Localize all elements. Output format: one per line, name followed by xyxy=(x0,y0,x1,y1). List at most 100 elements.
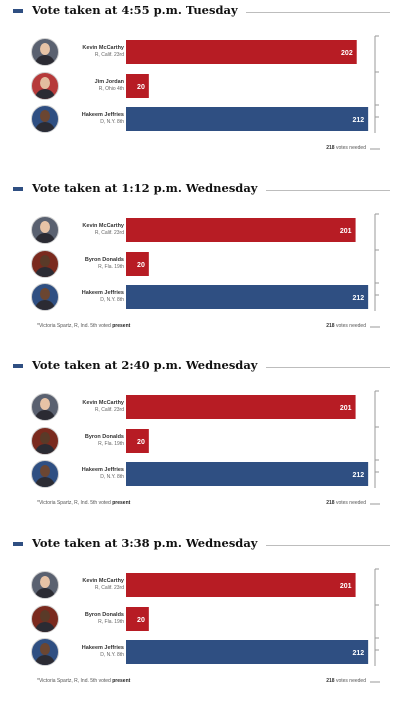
avatar-shoulders xyxy=(35,588,55,598)
bar-chart: 201 20 212 xyxy=(126,390,380,505)
bar-value-label: 201 xyxy=(340,228,352,235)
votes-needed-text: votes needed xyxy=(335,500,366,506)
candidate-name: Jim Jordan xyxy=(94,79,124,85)
candidate-name: Hakeem Jeffries xyxy=(81,290,124,296)
bar-2 xyxy=(126,640,369,664)
avatar-face xyxy=(40,77,50,89)
candidate-name: Byron Donalds xyxy=(84,612,124,618)
heading-rule xyxy=(245,12,390,13)
candidate-avatar xyxy=(31,571,59,599)
heading-marker xyxy=(13,364,23,368)
votes-needed-count: 218 xyxy=(326,500,335,506)
votes-needed-label: 218 votes needed xyxy=(326,145,366,151)
avatar-face xyxy=(40,576,50,588)
candidate-avatar xyxy=(31,283,59,311)
votes-needed-label: 218 votes needed xyxy=(326,678,366,684)
candidate-district: R, Fla. 19th xyxy=(98,264,124,270)
candidate-name: Byron Donalds xyxy=(84,257,124,263)
present-vote-footnote: *Victoria Spartz, R, Ind. 5th voted pres… xyxy=(37,500,130,506)
avatar-shoulders xyxy=(35,300,55,310)
bar-value-label: 201 xyxy=(340,405,352,412)
bar-0 xyxy=(126,218,356,242)
bar-1 xyxy=(126,252,149,276)
candidate-avatar xyxy=(31,38,59,66)
candidate-name: Hakeem Jeffries xyxy=(81,467,124,473)
candidate-district: D, N.Y. 8th xyxy=(100,652,124,658)
vote-section: Vote taken at 3:38 p.m. Wednesday 201 20 21… xyxy=(0,535,402,707)
avatar-face xyxy=(40,432,50,444)
heading-marker xyxy=(13,187,23,191)
candidate-district: R, Fla. 19th xyxy=(98,441,124,447)
avatar-shoulders xyxy=(35,622,55,632)
heading-marker xyxy=(13,9,23,13)
avatar-shoulders xyxy=(35,410,55,420)
heading-marker xyxy=(13,542,23,546)
avatar-face xyxy=(40,643,50,655)
votes-needed-count: 218 xyxy=(326,145,335,151)
bar-2 xyxy=(126,107,369,131)
bar-0 xyxy=(126,573,356,597)
avatar-face xyxy=(40,221,50,233)
bar-value-label: 202 xyxy=(341,50,353,57)
votes-needed-label: 218 votes needed xyxy=(326,500,366,506)
bar-2 xyxy=(126,285,369,309)
footnote-text: *Victoria Spartz, R, Ind. 5th voted xyxy=(37,678,113,684)
bar-value-label: 20 xyxy=(137,262,145,269)
bar-1 xyxy=(126,429,149,453)
bar-1 xyxy=(126,74,149,98)
candidate-avatar xyxy=(31,72,59,100)
section-heading: Vote taken at 2:40 p.m. Wednesday xyxy=(0,357,402,377)
bar-2 xyxy=(126,462,369,486)
candidate-district: D, N.Y. 8th xyxy=(100,474,124,480)
avatar-shoulders xyxy=(35,444,55,454)
candidate-name: Hakeem Jeffries xyxy=(81,645,124,651)
avatar-face xyxy=(40,110,50,122)
bar-value-label: 20 xyxy=(137,617,145,624)
present-vote-footnote: *Victoria Spartz, R, Ind. 5th voted pres… xyxy=(37,323,130,329)
candidate-name: Byron Donalds xyxy=(84,434,124,440)
candidate-avatar xyxy=(31,460,59,488)
vote-section: Vote taken at 2:40 p.m. Wednesday 201 20 21… xyxy=(0,357,402,529)
candidate-avatar xyxy=(31,605,59,633)
bar-value-label: 212 xyxy=(352,472,364,479)
candidate-avatar xyxy=(31,427,59,455)
votes-needed-count: 218 xyxy=(326,323,335,329)
candidate-district: D, N.Y. 8th xyxy=(100,119,124,125)
present-vote-footnote: *Victoria Spartz, R, Ind. 5th voted pres… xyxy=(37,678,130,684)
candidate-name: Hakeem Jeffries xyxy=(81,112,124,118)
votes-needed-text: votes needed xyxy=(335,678,366,684)
bar-chart: 201 20 212 xyxy=(126,568,380,683)
section-heading: Vote taken at 1:12 p.m. Wednesday xyxy=(0,180,402,200)
avatar-shoulders xyxy=(35,233,55,243)
candidate-avatar xyxy=(31,250,59,278)
vote-section: Vote taken at 4:55 p.m. Tuesday 202 20 212 K… xyxy=(0,2,402,174)
candidate-district: R, Calif. 23rd xyxy=(94,585,124,591)
candidate-district: D, N.Y. 8th xyxy=(100,297,124,303)
candidate-avatar xyxy=(31,105,59,133)
avatar-face xyxy=(40,465,50,477)
bar-value-label: 20 xyxy=(137,84,145,91)
chart-title: Vote taken at 1:12 p.m. Wednesday xyxy=(32,181,258,195)
avatar-face xyxy=(40,43,50,55)
avatar-face xyxy=(40,398,50,410)
bar-value-label: 212 xyxy=(352,117,364,124)
heading-rule xyxy=(265,367,390,368)
footnote-emphasis: present xyxy=(112,323,131,329)
avatar-face xyxy=(40,610,50,622)
section-heading: Vote taken at 4:55 p.m. Tuesday xyxy=(0,2,402,22)
footnote-text: *Victoria Spartz, R, Ind. 5th voted xyxy=(37,500,113,506)
candidate-name: Kevin McCarthy xyxy=(82,45,124,51)
candidate-district: R, Ohio 4th xyxy=(98,86,124,92)
section-heading: Vote taken at 3:38 p.m. Wednesday xyxy=(0,535,402,555)
avatar-face xyxy=(40,288,50,300)
avatar-face xyxy=(40,255,50,267)
votes-needed-count: 218 xyxy=(326,678,335,684)
footnote-emphasis: present xyxy=(112,678,131,684)
bar-chart: 201 20 212 xyxy=(126,213,380,328)
avatar-shoulders xyxy=(35,89,55,99)
avatar-shoulders xyxy=(35,477,55,487)
candidate-district: R, Calif. 23rd xyxy=(94,407,124,413)
votes-needed-text: votes needed xyxy=(335,145,366,151)
candidate-name: Kevin McCarthy xyxy=(82,223,124,229)
candidate-avatar xyxy=(31,393,59,421)
